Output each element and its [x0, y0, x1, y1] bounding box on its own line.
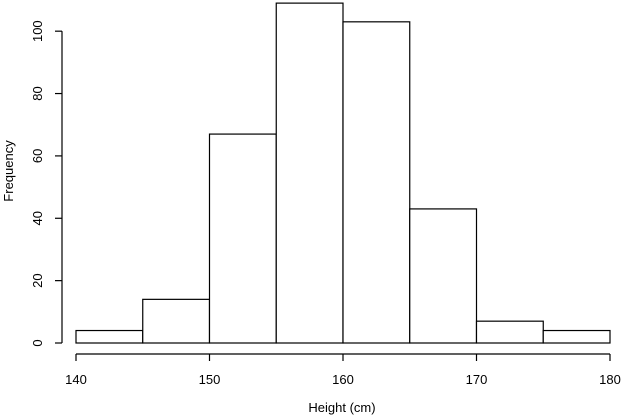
histogram-bar — [75, 329, 144, 344]
x-axis: 140 150 160 170 180 — [65, 353, 621, 387]
histogram-bar — [342, 21, 411, 344]
x-tick-label: 170 — [466, 372, 488, 387]
y-axis: 0 20 40 60 80 100 — [30, 20, 63, 347]
histogram-bar — [542, 329, 611, 344]
y-tick-label: 40 — [30, 211, 45, 225]
y-tick-label: 20 — [30, 273, 45, 287]
histogram-bar — [475, 320, 544, 344]
y-tick-label: 60 — [30, 149, 45, 163]
histogram-bar — [409, 208, 478, 344]
histogram-bar — [208, 133, 277, 344]
histogram-bar — [275, 2, 344, 344]
x-tick-label: 150 — [199, 372, 221, 387]
x-tick-label: 140 — [65, 372, 87, 387]
y-tick-label: 80 — [30, 86, 45, 100]
y-tick-label: 0 — [30, 339, 45, 346]
y-tick-label: 100 — [30, 20, 45, 42]
bars-group — [75, 2, 611, 344]
y-axis-title: Frequency — [1, 140, 16, 202]
x-tick-label: 160 — [332, 372, 354, 387]
histogram-bar — [142, 298, 211, 344]
x-tick-label: 180 — [599, 372, 621, 387]
x-axis-title: Height (cm) — [308, 400, 375, 415]
